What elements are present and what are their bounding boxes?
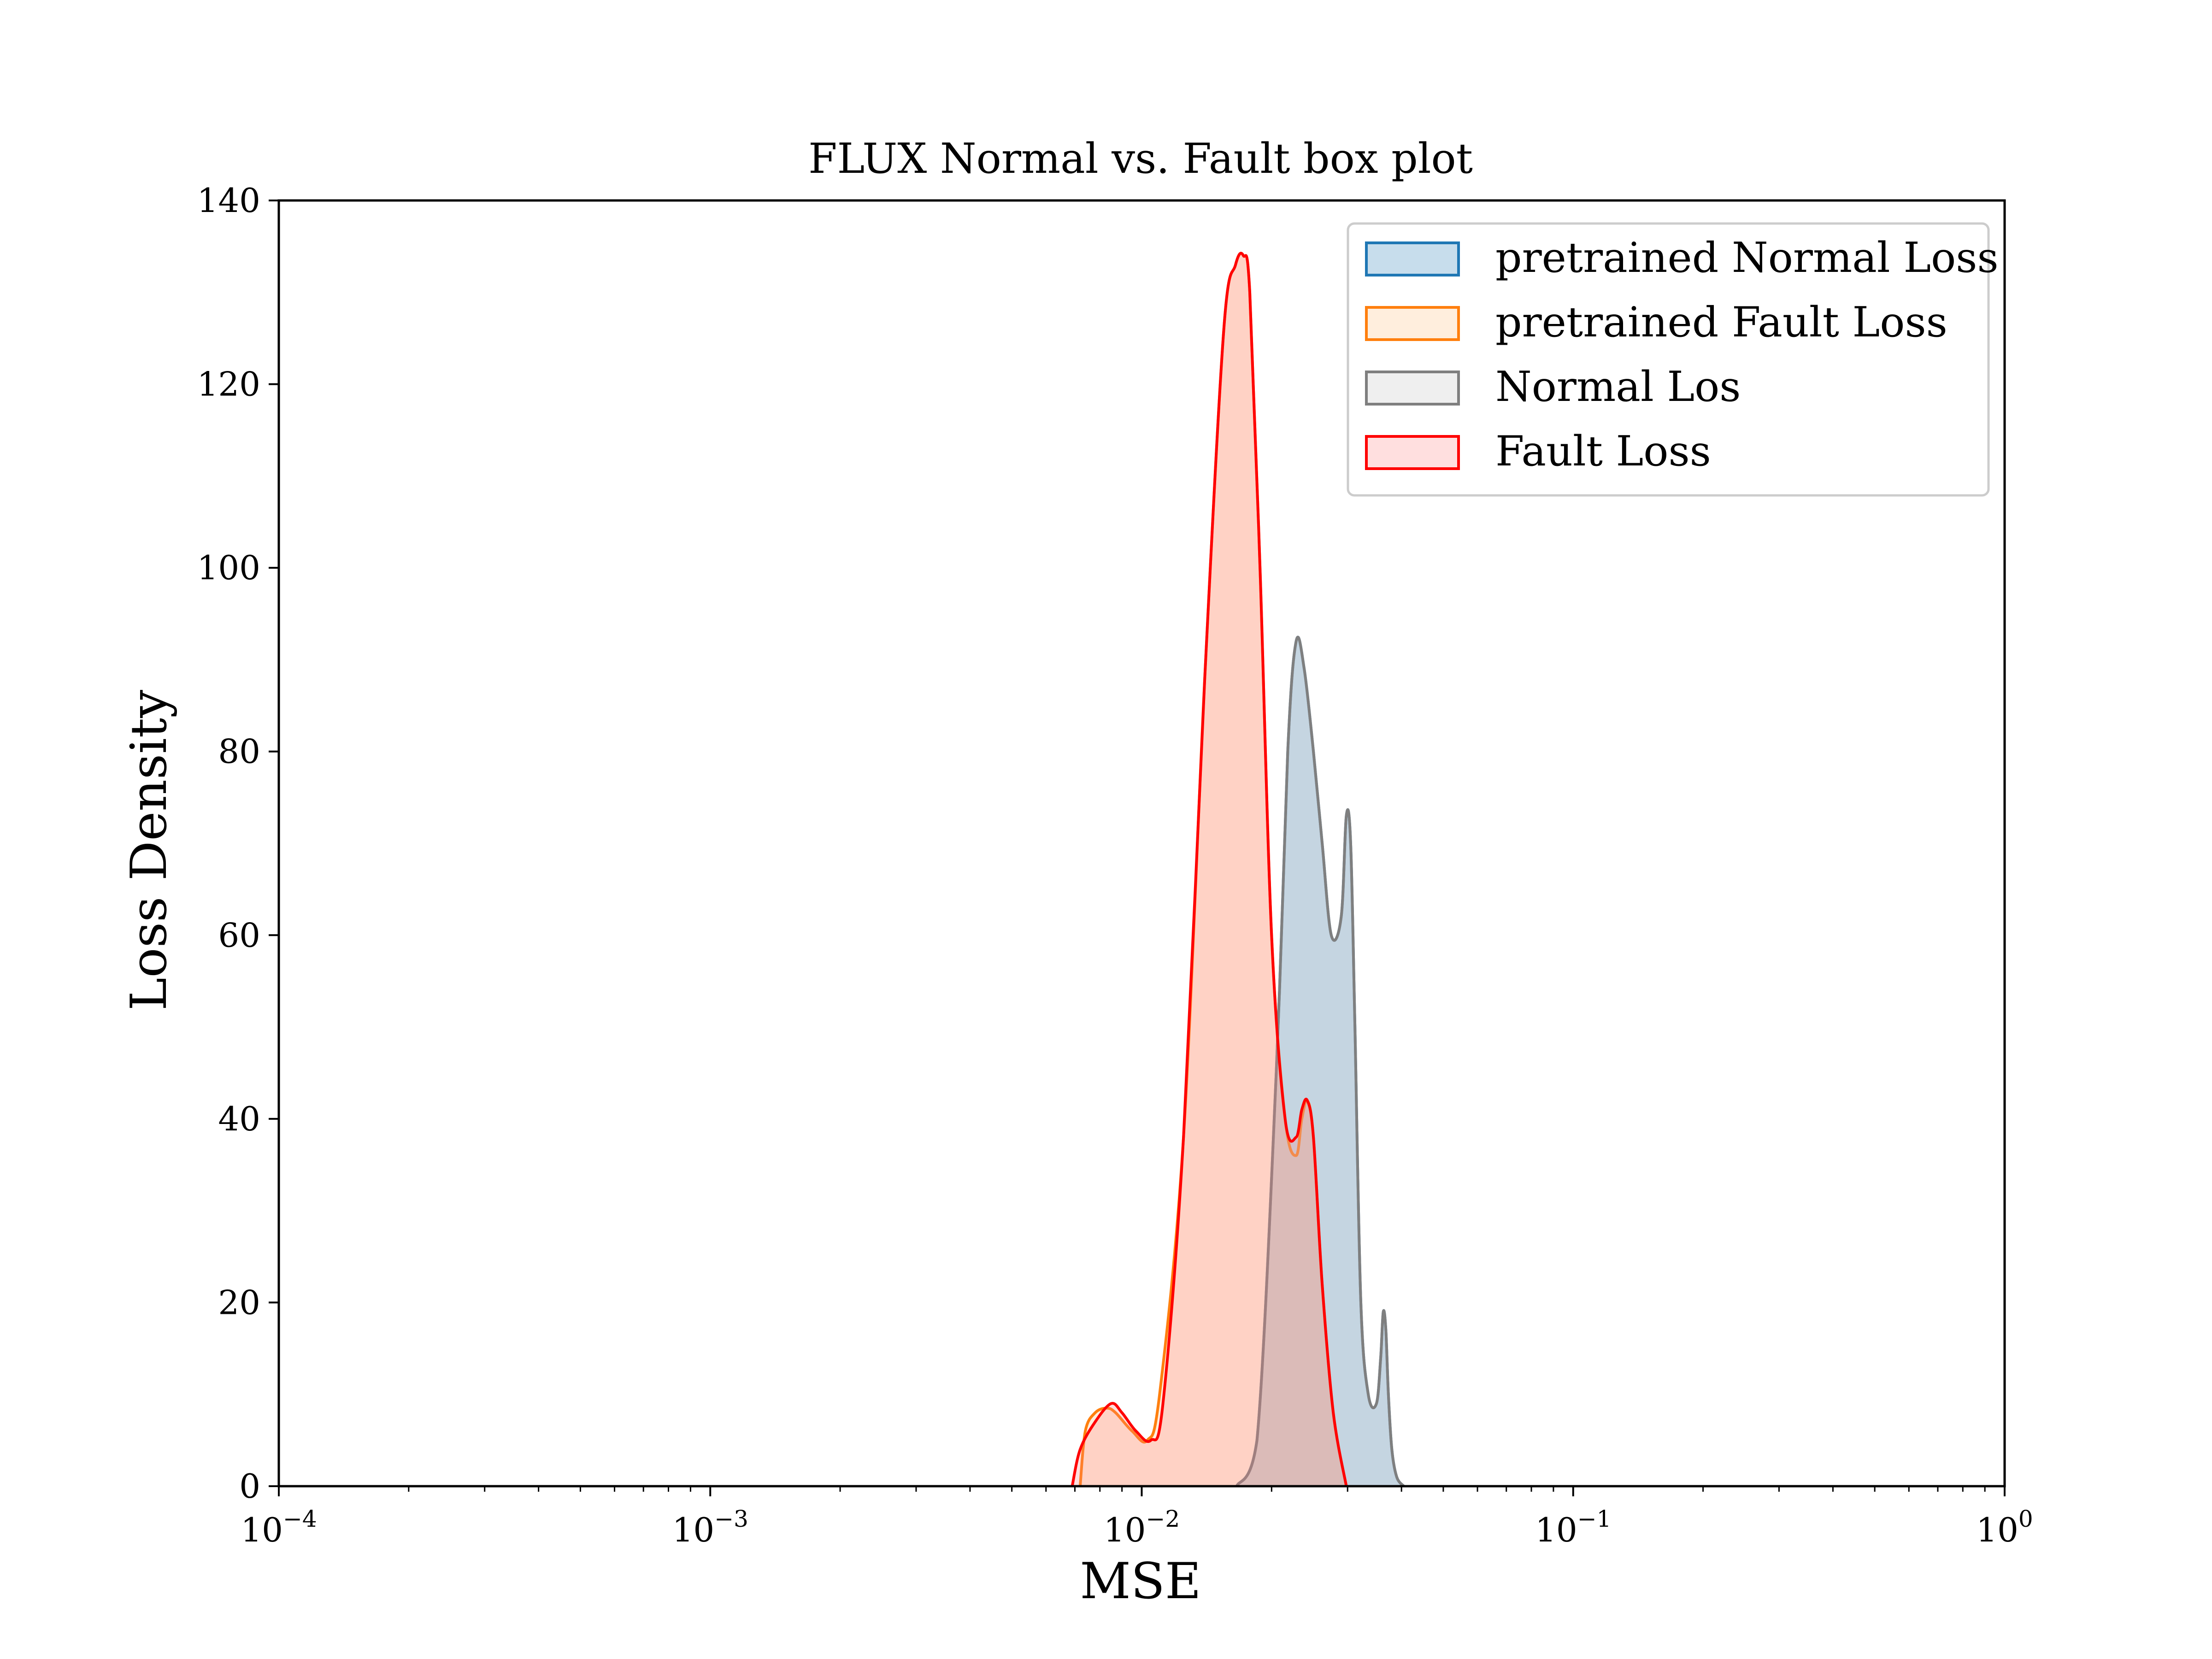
legend-swatch-2 [1365,371,1460,406]
y-axis-label: Loss Density [120,690,178,1011]
x-tick-label: 10−3 [672,1506,748,1549]
y-tick-label: 0 [239,1467,260,1506]
series-area-0 [1236,637,1404,1486]
y-tick-label: 80 [218,732,260,771]
legend-label-1: pretrained Fault Loss [1495,298,1947,347]
series-line-2 [1235,635,1405,1488]
legend-label-0: pretrained Normal Loss [1495,234,1999,282]
legend-swatch-0 [1365,241,1460,276]
legend: pretrained Normal Loss pretrained Fault L… [1347,222,1999,497]
legend-swatch-1 [1365,306,1460,341]
axes-frame [277,199,2006,1488]
series-area-2 [1236,637,1404,1486]
legend-box [1347,222,1990,497]
y-tick-label: 20 [218,1283,260,1322]
y-tick-label: 40 [218,1100,260,1138]
x-axis-label: MSE [1080,1553,1201,1610]
series-area-1 [1080,253,1347,1486]
x-tick-label: 10−1 [1535,1506,1611,1549]
y-tick-label: 100 [197,548,260,587]
y-tick-label: 140 [197,181,260,220]
legend-swatch-3 [1365,435,1460,470]
series-area-3 [1072,253,1347,1486]
x-tick-label: 10−2 [1104,1506,1180,1549]
plot-area: 10−4 10−3 10−2 10−1 100 0 20 40 60 80 100 120 140 [197,181,2033,1549]
series-line-3 [1071,252,1348,1487]
x-tick-label: 10−4 [241,1506,317,1549]
x-tick-label: 100 [1976,1506,2033,1549]
chart-title: FLUX Normal vs. Fault box plot [808,135,1473,183]
legend-label-2: Normal Los [1495,363,1741,411]
y-tick-label: 60 [218,916,260,954]
legend-label-3: Fault Loss [1495,427,1711,476]
y-tick-label: 120 [197,365,260,404]
